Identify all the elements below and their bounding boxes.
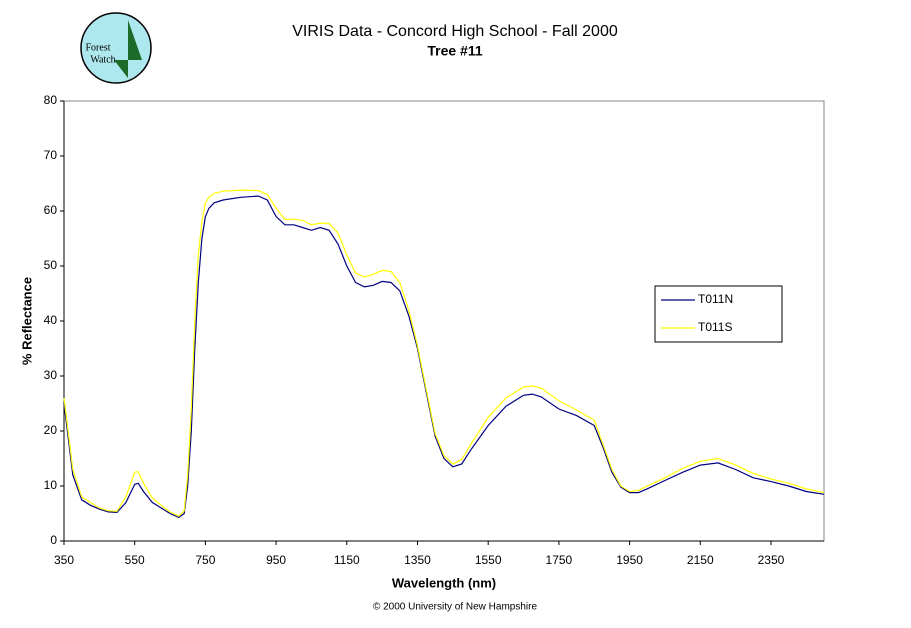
x-tick-label: 750 [195,553,215,567]
x-tick-label: 550 [125,553,145,567]
logo-text: Watch [90,54,115,65]
y-tick-label: 0 [50,533,57,547]
x-tick-label: 1950 [616,553,643,567]
series-line [63,195,825,519]
logo-tree [114,20,142,78]
y-tick-label: 20 [44,423,58,437]
y-axis-label: % Reflectance [19,277,34,365]
x-tick-label: 1150 [334,553,360,567]
x-tick-label: 1350 [404,553,431,567]
y-tick-label: 70 [44,148,58,162]
y-tick-label: 40 [44,313,58,327]
x-tick-label: 2150 [687,553,714,567]
y-tick-label: 10 [44,478,58,492]
y-tick-label: 60 [44,203,58,217]
series-line [63,189,825,518]
legend-label: T011S [698,320,732,334]
y-tick-label: 80 [44,93,58,107]
footer: © 2000 University of New Hampshire [373,602,538,613]
x-tick-label: 1550 [475,553,502,567]
logo-circle [80,12,152,84]
x-tick-label: 1750 [546,553,573,567]
chart-subtitle: Tree #11 [427,43,482,59]
y-tick-label: 50 [44,258,58,272]
legend-label: T011N [698,292,733,306]
logo: Forest Watch [80,12,152,84]
chart-title: VIRIS Data - Concord High School - Fall … [292,23,618,40]
legend-box [654,285,783,343]
x-tick-label: 2350 [758,553,785,567]
x-tick-label: 950 [266,553,286,567]
y-tick-label: 30 [44,368,58,382]
x-axis-label: Wavelength (nm) [392,575,496,590]
x-tick-label: 350 [54,553,74,567]
logo-text: Forest [86,42,111,53]
